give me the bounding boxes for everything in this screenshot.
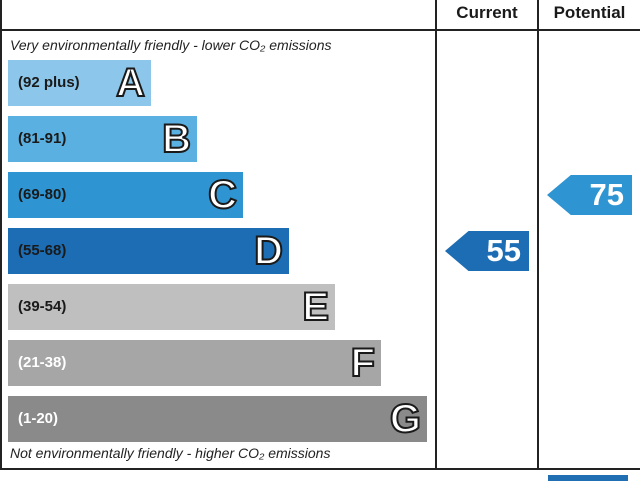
band-a: (92 plus) A (8, 60, 151, 106)
current-column-header: Current (456, 3, 518, 22)
current-rating-value: 55 (486, 233, 521, 268)
band-d-range: (55-68) (18, 242, 67, 259)
potential-rating-arrow: 75 (547, 175, 632, 215)
band-c-letter: C (207, 172, 238, 218)
band-e: (39-54) E (8, 284, 335, 330)
band-f-range: (21-38) (18, 354, 67, 371)
band-g: (1-20) G (8, 396, 427, 442)
header-rule (0, 29, 640, 31)
band-d-letter: D (253, 228, 284, 274)
band-c: (69-80) C (8, 172, 243, 218)
bands-divider (435, 0, 437, 470)
top-note: Very environmentally friendly - lower CO… (10, 37, 332, 53)
band-e-letter: E (301, 284, 330, 330)
bottom-rule (0, 468, 640, 470)
band-a-range: (92 plus) (18, 74, 80, 91)
band-f: (21-38) F (8, 340, 381, 386)
band-a-letter: A (115, 60, 146, 106)
band-f-letter: F (350, 340, 376, 386)
band-c-range: (69-80) (18, 186, 67, 203)
band-g-letter: G (389, 396, 422, 442)
left-frame-line (0, 0, 2, 470)
band-d: (55-68) D (8, 228, 289, 274)
band-b-letter: B (161, 116, 192, 162)
current-rating-arrow: 55 (445, 231, 529, 271)
band-b: (81-91) B (8, 116, 197, 162)
current-divider (537, 0, 539, 470)
footer-accent (548, 475, 628, 481)
band-e-range: (39-54) (18, 298, 67, 315)
bottom-note: Not environmentally friendly - higher CO… (10, 445, 331, 461)
potential-rating-value: 75 (589, 177, 624, 212)
band-b-range: (81-91) (18, 130, 67, 147)
band-g-range: (1-20) (18, 410, 59, 427)
potential-column-header: Potential (553, 3, 626, 22)
